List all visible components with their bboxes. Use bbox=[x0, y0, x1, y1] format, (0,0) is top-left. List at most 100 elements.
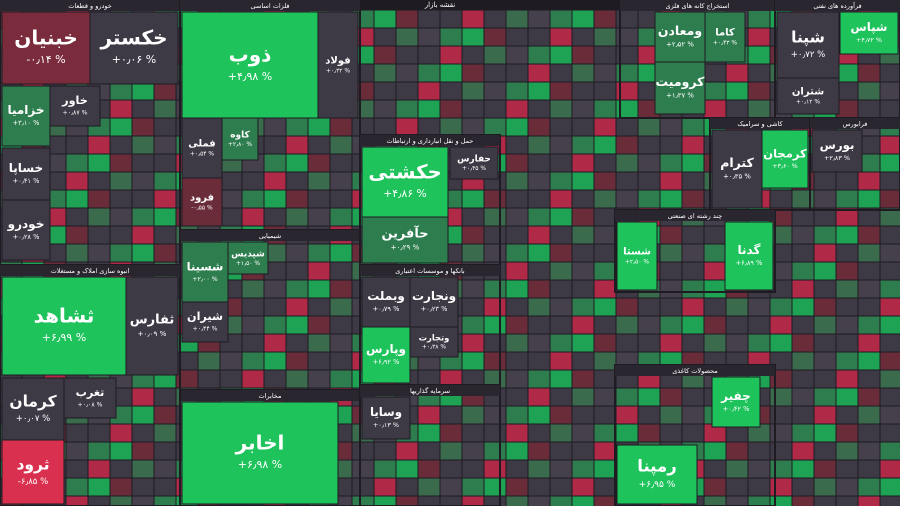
filler-cell bbox=[725, 297, 749, 317]
filler-cell bbox=[109, 423, 133, 443]
filler-cell bbox=[615, 189, 639, 209]
tile-change: +۴٫۹۸ % bbox=[228, 70, 272, 83]
filler-cell bbox=[109, 171, 133, 191]
filler-cell bbox=[835, 261, 859, 281]
tile-name: شستا bbox=[623, 247, 651, 258]
filler-cell bbox=[681, 153, 705, 173]
filler-cell bbox=[571, 405, 595, 425]
filler-cell bbox=[483, 81, 507, 101]
filler-cell bbox=[571, 45, 595, 65]
filler-cell bbox=[813, 495, 837, 506]
filler-cell bbox=[571, 441, 595, 461]
filler-cell bbox=[571, 333, 595, 353]
filler-cell bbox=[417, 117, 441, 137]
filler-cell bbox=[879, 189, 900, 209]
filler-cell bbox=[439, 477, 463, 497]
filler-cell bbox=[593, 171, 617, 191]
filler-cell bbox=[637, 117, 661, 137]
filler-cell bbox=[153, 405, 177, 425]
filler-cell bbox=[417, 63, 441, 83]
filler-cell bbox=[395, 441, 419, 461]
filler-cell bbox=[285, 171, 309, 191]
filler-cell bbox=[263, 189, 287, 209]
filler-cell bbox=[769, 423, 793, 443]
filler-cell bbox=[857, 279, 881, 299]
tile-name: چفیر bbox=[720, 389, 751, 403]
filler-cell bbox=[373, 63, 397, 83]
sector-title: استخراج کانه های فلزی bbox=[666, 2, 730, 10]
sector-title: محصولات کاغذی bbox=[672, 367, 718, 375]
filler-cell bbox=[483, 279, 507, 299]
tile-name: کترام bbox=[720, 155, 754, 171]
filler-cell bbox=[373, 9, 397, 29]
filler-cell bbox=[87, 243, 111, 263]
filler-cell bbox=[131, 171, 155, 191]
filler-cell bbox=[285, 189, 309, 209]
filler-cell bbox=[571, 81, 595, 101]
filler-cell bbox=[505, 261, 529, 281]
filler-cell bbox=[637, 297, 661, 317]
filler-cell bbox=[263, 369, 287, 389]
tile bbox=[181, 177, 223, 227]
filler-cell bbox=[417, 477, 441, 497]
sector-header bbox=[180, 0, 360, 11]
filler-cell bbox=[373, 99, 397, 119]
filler-cell bbox=[461, 189, 485, 209]
filler-cell bbox=[373, 459, 397, 479]
filler-cell bbox=[483, 441, 507, 461]
tile bbox=[1, 199, 51, 261]
filler-cell bbox=[131, 207, 155, 227]
filler-cell bbox=[791, 459, 815, 479]
filler-cell bbox=[659, 171, 683, 191]
filler-cell bbox=[483, 9, 507, 29]
filler-cell bbox=[549, 99, 573, 119]
filler-cell bbox=[263, 351, 287, 371]
tile bbox=[776, 77, 840, 115]
filler-cell bbox=[813, 441, 837, 461]
filler-cell bbox=[747, 63, 771, 83]
tile bbox=[317, 11, 359, 119]
filler-cell bbox=[571, 297, 595, 317]
tile-change: +۰٫۰۹ % bbox=[138, 329, 167, 338]
filler-cell bbox=[505, 99, 529, 119]
filler-cell bbox=[681, 297, 705, 317]
filler-cell bbox=[241, 171, 265, 191]
tile-name: شپاس bbox=[851, 20, 888, 34]
filler-cell bbox=[527, 297, 551, 317]
filler-cell bbox=[527, 495, 551, 506]
filler-cell bbox=[417, 9, 441, 29]
filler-cell bbox=[747, 45, 771, 65]
filler-cell bbox=[703, 243, 727, 263]
filler-cell bbox=[505, 351, 529, 371]
filler-cell bbox=[703, 63, 727, 83]
filler-cell bbox=[791, 225, 815, 245]
tile-change: +۰٫۳۲ % bbox=[326, 68, 351, 75]
tile-name: بورس bbox=[820, 138, 855, 153]
filler-cell bbox=[593, 117, 617, 137]
tile bbox=[761, 129, 809, 189]
filler-cell bbox=[285, 135, 309, 155]
filler-cell bbox=[593, 477, 617, 497]
filler-cell bbox=[417, 45, 441, 65]
tile bbox=[361, 326, 411, 384]
filler-cell bbox=[813, 279, 837, 299]
filler-cell bbox=[571, 351, 595, 371]
filler-cell bbox=[659, 315, 683, 335]
filler-cell bbox=[725, 333, 749, 353]
tile-change: +۰٫۳۵ % bbox=[723, 173, 751, 181]
tile bbox=[63, 377, 117, 419]
filler-cell bbox=[571, 459, 595, 479]
filler-cell bbox=[857, 387, 881, 407]
filler-cell bbox=[439, 405, 463, 425]
filler-cell bbox=[879, 135, 900, 155]
filler-cell bbox=[505, 459, 529, 479]
filler-cell bbox=[813, 225, 837, 245]
sector-header bbox=[810, 118, 900, 129]
tile-change: +۰٫۴۱ % bbox=[13, 177, 40, 185]
filler-cell bbox=[879, 63, 900, 83]
filler-cell bbox=[461, 297, 485, 317]
filler-cell bbox=[681, 423, 705, 443]
filler-cell bbox=[263, 171, 287, 191]
filler-cell bbox=[725, 99, 749, 119]
filler-cell bbox=[87, 153, 111, 173]
